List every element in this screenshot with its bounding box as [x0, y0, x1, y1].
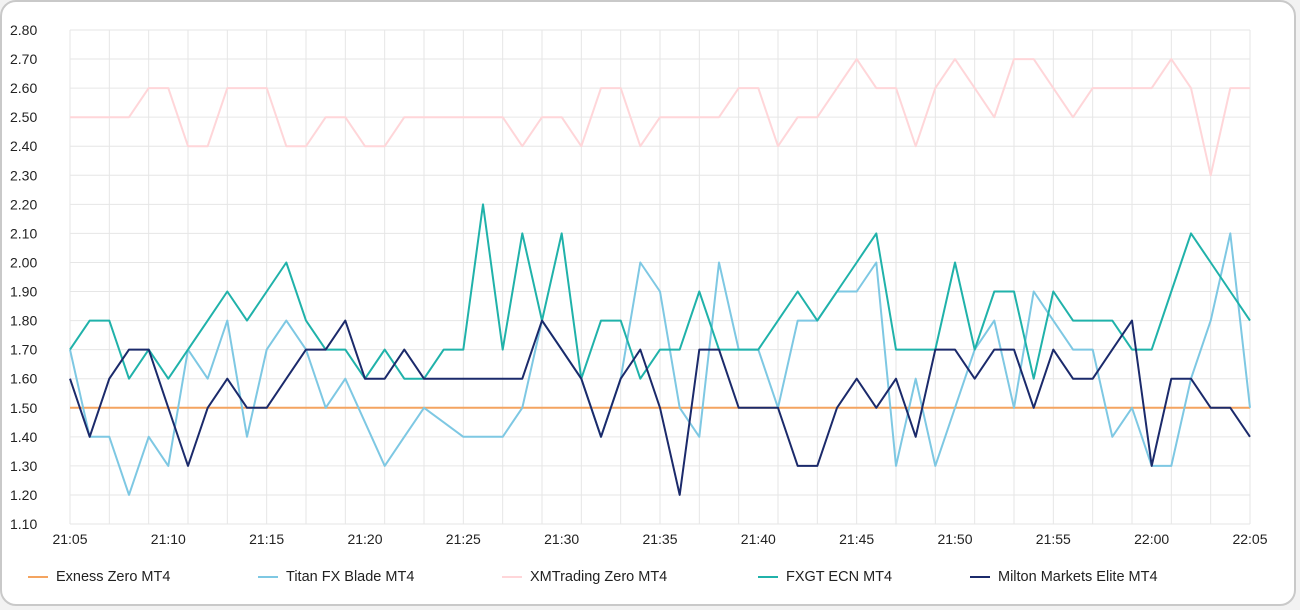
x-tick-label: 21:05 — [52, 531, 87, 547]
y-tick-label: 1.10 — [10, 516, 37, 532]
x-tick-label: 22:05 — [1232, 531, 1267, 547]
y-tick-label: 2.80 — [10, 22, 37, 38]
x-tick-label: 21:40 — [741, 531, 776, 547]
series-lines — [69, 58, 1251, 496]
y-tick-label: 1.90 — [10, 284, 37, 300]
series-line-milton-markets-elite-mt4 — [69, 319, 1251, 496]
y-tick-label: 2.40 — [10, 138, 37, 154]
legend-label: XMTrading Zero MT4 — [530, 569, 668, 585]
series-line-titan-fx-blade-mt4 — [69, 232, 1251, 496]
legend-swatch — [28, 576, 48, 578]
x-tick-label: 21:15 — [249, 531, 284, 547]
grid-lines — [69, 29, 1251, 525]
series-line-xmtrading-zero-mt4 — [70, 58, 1250, 177]
x-tick-label: 21:45 — [839, 531, 874, 547]
legend-swatch — [258, 576, 278, 578]
y-tick-label: 1.20 — [10, 487, 37, 503]
legend-item[interactable]: Exness Zero MT4 — [28, 560, 170, 594]
y-tick-label: 1.40 — [10, 429, 37, 445]
x-tick-label: 21:55 — [1036, 531, 1071, 547]
y-tick-label: 1.50 — [10, 400, 37, 416]
x-axis-ticks: 21:05 21:10 21:15 21:20 21:25 21:30 21:35 21:40… — [52, 531, 1267, 547]
x-tick-label: 21:20 — [347, 531, 382, 547]
legend-label: FXGT ECN MT4 — [786, 569, 893, 585]
x-tick-label: 21:35 — [642, 531, 677, 547]
x-tick-label: 22:00 — [1134, 531, 1169, 547]
x-tick-label: 21:10 — [151, 531, 186, 547]
y-tick-label: 1.80 — [10, 313, 37, 329]
line-chart: 1.10 1.20 1.30 1.40 1.50 1.60 1.70 1.80 1.90 2.00… — [10, 22, 1268, 547]
legend-label: Titan FX Blade MT4 — [286, 569, 415, 585]
y-tick-label: 2.10 — [10, 225, 37, 241]
chart-legend: Exness Zero MT4 Titan FX Blade MT4 XMTradi… — [0, 560, 1300, 594]
legend-label: Milton Markets Elite MT4 — [998, 569, 1158, 585]
legend-item[interactable]: Milton Markets Elite MT4 — [970, 560, 1158, 594]
y-tick-label: 2.30 — [10, 167, 37, 183]
y-tick-label: 2.20 — [10, 196, 37, 212]
legend-swatch — [758, 576, 778, 578]
legend-item[interactable]: FXGT ECN MT4 — [758, 560, 892, 594]
legend-item[interactable]: XMTrading Zero MT4 — [502, 560, 667, 594]
x-tick-label: 21:25 — [446, 531, 481, 547]
y-tick-label: 2.50 — [10, 109, 37, 125]
legend-swatch — [970, 576, 990, 578]
legend-label: Exness Zero MT4 — [56, 569, 171, 585]
legend-swatch — [502, 576, 522, 578]
y-axis-ticks: 1.10 1.20 1.30 1.40 1.50 1.60 1.70 1.80 1.90 2.00… — [10, 22, 37, 532]
series-line-fxgt-ecn-mt4 — [69, 203, 1251, 380]
y-tick-label: 1.70 — [10, 342, 37, 358]
y-tick-label: 2.60 — [10, 80, 37, 96]
y-tick-label: 1.60 — [10, 371, 37, 387]
legend-item[interactable]: Titan FX Blade MT4 — [258, 560, 414, 594]
y-tick-label: 2.00 — [10, 254, 37, 270]
x-tick-label: 21:50 — [937, 531, 972, 547]
x-tick-label: 21:30 — [544, 531, 579, 547]
y-tick-label: 1.30 — [10, 458, 37, 474]
y-tick-label: 2.70 — [10, 51, 37, 67]
